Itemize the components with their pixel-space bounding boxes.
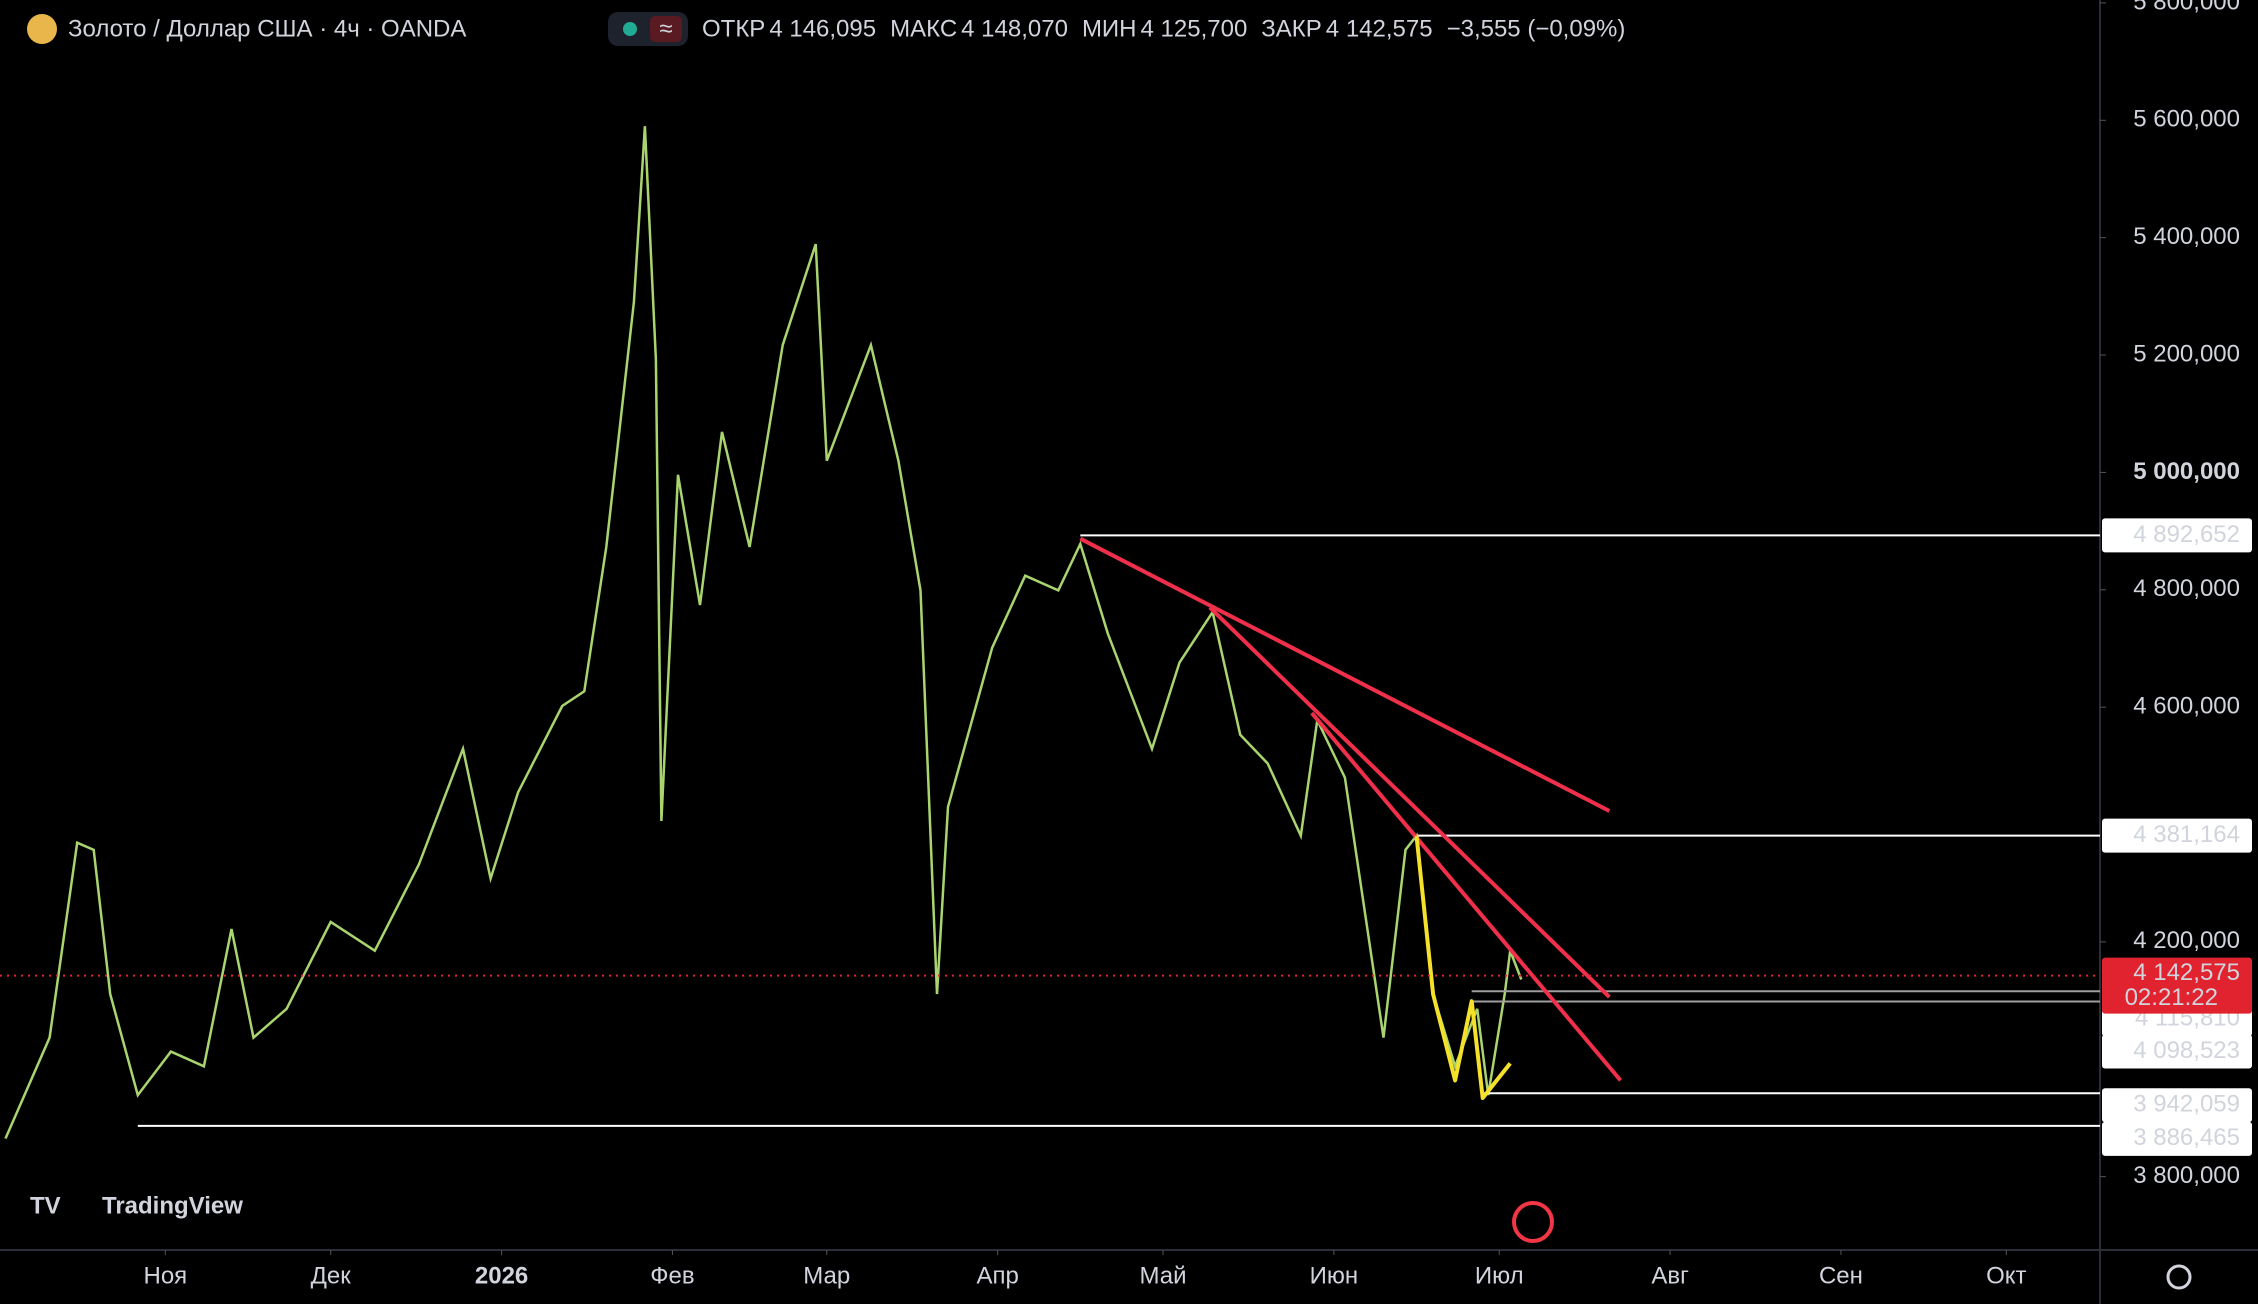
event-icon[interactable] <box>1512 1201 1554 1243</box>
x-tick-label: Фев <box>650 1262 694 1289</box>
level-label: 4 381,164 <box>2133 821 2240 848</box>
trend-drawing <box>1414 835 1512 1100</box>
x-tick-label: Сен <box>1819 1262 1863 1289</box>
level-label: 3 886,465 <box>2133 1124 2240 1151</box>
level-label: 4 098,523 <box>2133 1037 2240 1064</box>
stat-label: ОТКР <box>702 15 765 42</box>
current-price-box <box>2102 957 2252 1014</box>
level-label-box <box>2102 1121 2252 1156</box>
trend-drawing <box>1310 711 1623 1082</box>
y-tick-label: 5 600,000 <box>2133 106 2240 133</box>
header: Золото / Доллар США · 4ч · OANDA ≈ ОТКР 4… <box>27 12 1625 46</box>
symbol-icon <box>27 14 57 44</box>
trend-drawing <box>1208 605 1611 999</box>
current-price-label: 4 142,575 <box>2133 959 2240 986</box>
settings-icon[interactable] <box>2166 1264 2192 1290</box>
x-tick-label: Авг <box>1651 1262 1689 1289</box>
current-price-timer: 02:21:22 <box>2125 984 2218 1011</box>
stat-value: 4 142,575 <box>1326 15 1433 42</box>
y-tick-label: 5 400,000 <box>2133 223 2240 250</box>
price-line <box>4 126 1523 1140</box>
status-icon <box>650 16 682 42</box>
y-tick-label: 5 800,000 <box>2133 0 2240 15</box>
stat-label: ЗАКР <box>1261 15 1322 42</box>
plot-area <box>0 126 2100 1140</box>
brand-logo: TV <box>30 1192 61 1219</box>
y-tick-label: 4 800,000 <box>2133 575 2240 602</box>
y-tick-label: 3 800,000 <box>2133 1162 2240 1189</box>
change-value: −3,555 (−0,09%) <box>1447 15 1626 42</box>
x-tick-label: Июл <box>1475 1262 1524 1289</box>
stat-value: 4 148,070 <box>961 15 1068 42</box>
level-label: 4 892,652 <box>2133 521 2240 548</box>
stat-label: МИН <box>1082 15 1137 42</box>
x-tick-label: Май <box>1139 1262 1186 1289</box>
status-dot <box>623 22 637 36</box>
y-tick-label: 5 200,000 <box>2133 340 2240 367</box>
level-label: 3 942,059 <box>2133 1091 2240 1118</box>
y-tick-label: 4 600,000 <box>2133 693 2240 720</box>
trend-drawing <box>1079 536 1611 813</box>
brand-name: TradingView <box>102 1192 243 1219</box>
x-tick-label: 2026 <box>475 1262 528 1289</box>
level-label-box <box>2102 818 2252 853</box>
x-tick-label: Мар <box>803 1262 850 1289</box>
y-tick-label: 5 000,000 <box>2133 458 2240 485</box>
stat-label: МАКС <box>890 15 957 42</box>
x-tick-label: Дек <box>311 1262 352 1289</box>
x-tick-label: Окт <box>1986 1262 2026 1289</box>
level-label-box <box>2102 1034 2252 1069</box>
stat-value: 4 125,700 <box>1141 15 1248 42</box>
x-tick-label: Апр <box>976 1262 1018 1289</box>
brand: TV TradingView <box>30 1192 243 1219</box>
x-tick-label: Ноя <box>144 1262 188 1289</box>
y-tick-label: 4 200,000 <box>2133 927 2240 954</box>
stat-value: 4 146,095 <box>769 15 876 42</box>
x-tick-label: Июн <box>1310 1262 1359 1289</box>
level-label-box <box>2102 1088 2252 1123</box>
level-label-box <box>2102 518 2252 553</box>
status-icon-text: ≈ <box>659 15 672 42</box>
chart-title: Золото / Доллар США · 4ч · OANDA <box>68 15 466 42</box>
